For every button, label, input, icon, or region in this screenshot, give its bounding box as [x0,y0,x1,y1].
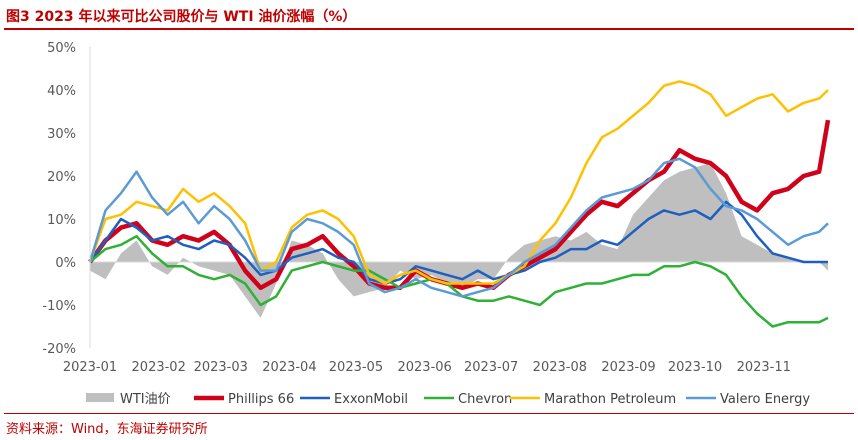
x-tick-label: 2023-09 [601,360,655,375]
y-axis: 50% 40% 30% 20% 10% 0% -10% -20% [42,41,91,357]
legend-item-valero-energy: Valero Energy [686,392,810,407]
x-tick-label: 2023-07 [464,360,518,375]
y-tick-label: 50% [47,41,76,56]
legend-swatch [86,393,114,402]
x-tick-label: 2023-08 [533,360,587,375]
legend-item-wti: WTI油价 [86,392,171,407]
legend-label: Phillips 66 [228,392,294,407]
legend-item-phillips-66: Phillips 66 [194,392,294,407]
x-tick-label: 2023-02 [132,360,186,375]
plot-area [88,80,831,328]
legend-label: Chevron [458,392,512,407]
legend-label: ExxonMobil [334,392,408,407]
legend-label: Marathon Petroleum [544,392,676,407]
legend: WTI油价 Phillips 66 ExxonMobil Chevron Maratho… [86,392,810,407]
legend-label: WTI油价 [120,392,171,407]
series-line-valero-energy [88,157,829,298]
legend-item-exxonmobil: ExxonMobil [300,392,408,407]
legend-item-chevron: Chevron [424,392,512,407]
x-tick-label: 2023-04 [262,360,316,375]
y-tick-label: -20% [42,342,76,357]
line-chart: 50% 40% 30% 20% 10% 0% -10% -20% 2023-01 2023-02… [42,41,831,407]
x-axis: 2023-01 2023-02 2023-03 2023-04 2023-05 2023-… [63,360,791,375]
y-tick-label: 40% [47,84,76,99]
x-tick-label: 2023-03 [194,360,248,375]
x-tick-label: 2023-05 [329,360,383,375]
footer-divider [4,413,854,414]
x-tick-label: 2023-01 [63,360,117,375]
x-tick-label: 2023-10 [668,360,722,375]
x-tick-label: 2023-06 [397,360,451,375]
series-line-phillips-66 [88,119,831,291]
y-tick-label: -10% [42,299,76,314]
title-divider [4,28,854,30]
series-line-marathon-petroleum [88,80,829,285]
chart-title: 图3 2023 年以来可比公司股价与 WTI 油价涨幅（%） [6,9,357,25]
y-tick-label: 20% [47,170,76,185]
x-tick-label: 2023-11 [737,360,791,375]
legend-label: Valero Energy [720,392,810,407]
y-tick-label: 10% [47,213,76,228]
series-line-exxonmobil [88,200,828,285]
y-tick-label: 0% [55,256,76,271]
source-note: 资料来源：Wind，东海证券研究所 [6,422,208,437]
legend-item-marathon-petroleum: Marathon Petroleum [510,392,676,407]
y-tick-label: 30% [47,127,76,142]
